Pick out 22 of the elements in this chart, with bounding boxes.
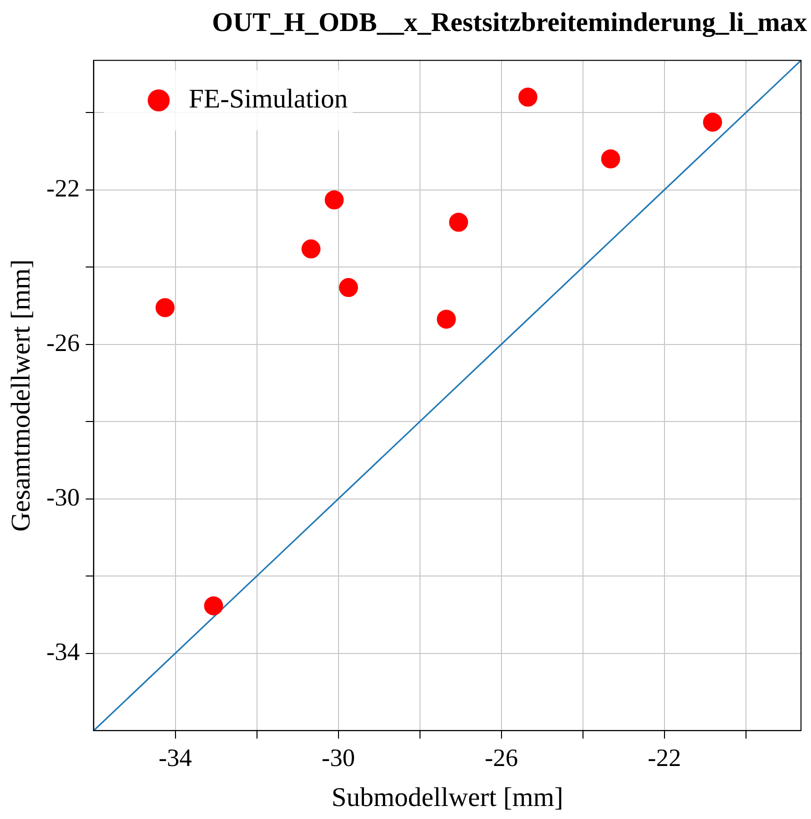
x-tick-label: -30 bbox=[322, 745, 355, 772]
point bbox=[703, 112, 722, 132]
chart-title: OUT_H_ODB__x_Restsitzbreiteminderung_li_max bbox=[212, 7, 808, 38]
x-tick-label: -22 bbox=[648, 745, 682, 772]
point bbox=[339, 278, 358, 298]
point bbox=[518, 88, 538, 107]
y-tick-label: -30 bbox=[46, 484, 80, 512]
x-axis-title: Submodellwert [mm] bbox=[332, 782, 564, 812]
point bbox=[601, 149, 620, 168]
point bbox=[449, 212, 468, 232]
x-tick-label: -26 bbox=[484, 745, 518, 772]
y-axis-title: Gesamtmodellwert [mm] bbox=[5, 259, 36, 532]
legend-label: FE-Simulation bbox=[188, 83, 348, 114]
point bbox=[324, 190, 344, 210]
point bbox=[436, 310, 456, 329]
point bbox=[302, 239, 321, 258]
y-tick-label: -22 bbox=[46, 175, 80, 202]
y-tick-label: -26 bbox=[46, 330, 80, 357]
point bbox=[156, 298, 175, 318]
x-tick-label: -34 bbox=[158, 745, 192, 772]
y-tick-label: -34 bbox=[46, 638, 80, 666]
point bbox=[204, 596, 224, 616]
